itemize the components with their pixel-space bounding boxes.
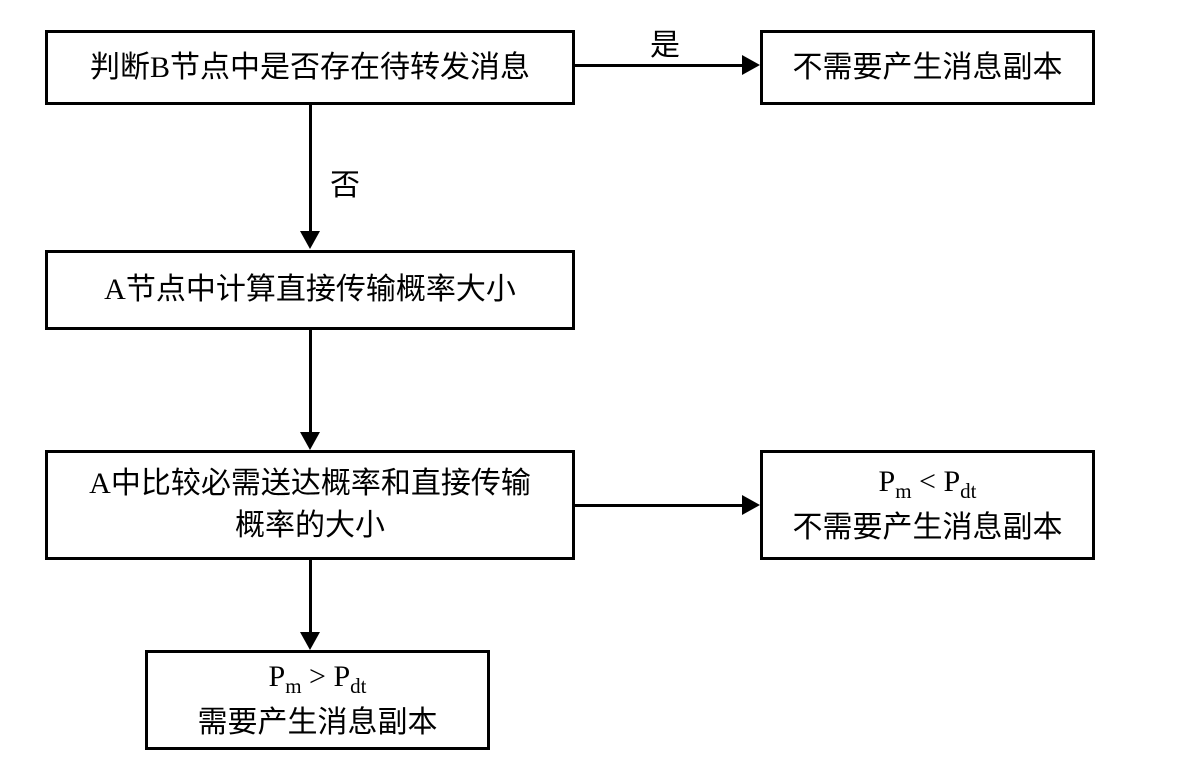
result-box-no-copy-1: 不需要产生消息副本 bbox=[760, 30, 1095, 105]
arrow-2-line bbox=[309, 105, 312, 232]
arrow-2-head bbox=[300, 231, 320, 249]
box4-text: A中比较必需送达概率和直接传输概率的大小 bbox=[89, 463, 531, 547]
box6-text: Pm > Pdt需要产生消息副本 bbox=[198, 656, 438, 743]
arrow-1-head bbox=[742, 55, 760, 75]
arrow-1-line bbox=[575, 64, 743, 67]
arrow-5-line bbox=[309, 560, 312, 633]
label-no: 否 bbox=[330, 160, 360, 204]
arrow-5-head bbox=[300, 632, 320, 650]
arrow-4-line bbox=[575, 504, 743, 507]
box5-text: Pm < Pdt不需要产生消息副本 bbox=[793, 461, 1063, 548]
result-box-no-copy-2: Pm < Pdt不需要产生消息副本 bbox=[760, 450, 1095, 560]
arrow-3-line bbox=[309, 330, 312, 433]
decision-box-compare-probability: A中比较必需送达概率和直接传输概率的大小 bbox=[45, 450, 575, 560]
box3-text: A节点中计算直接传输概率大小 bbox=[104, 269, 516, 311]
arrow-3-head bbox=[300, 432, 320, 450]
box1-text: 判断B节点中是否存在待转发消息 bbox=[90, 47, 530, 89]
box2-text: 不需要产生消息副本 bbox=[793, 47, 1063, 89]
result-box-need-copy: Pm > Pdt需要产生消息副本 bbox=[145, 650, 490, 750]
decision-box-check-message: 判断B节点中是否存在待转发消息 bbox=[45, 30, 575, 105]
process-box-calc-probability: A节点中计算直接传输概率大小 bbox=[45, 250, 575, 330]
arrow-4-head bbox=[742, 495, 760, 515]
label-yes: 是 bbox=[650, 20, 680, 64]
